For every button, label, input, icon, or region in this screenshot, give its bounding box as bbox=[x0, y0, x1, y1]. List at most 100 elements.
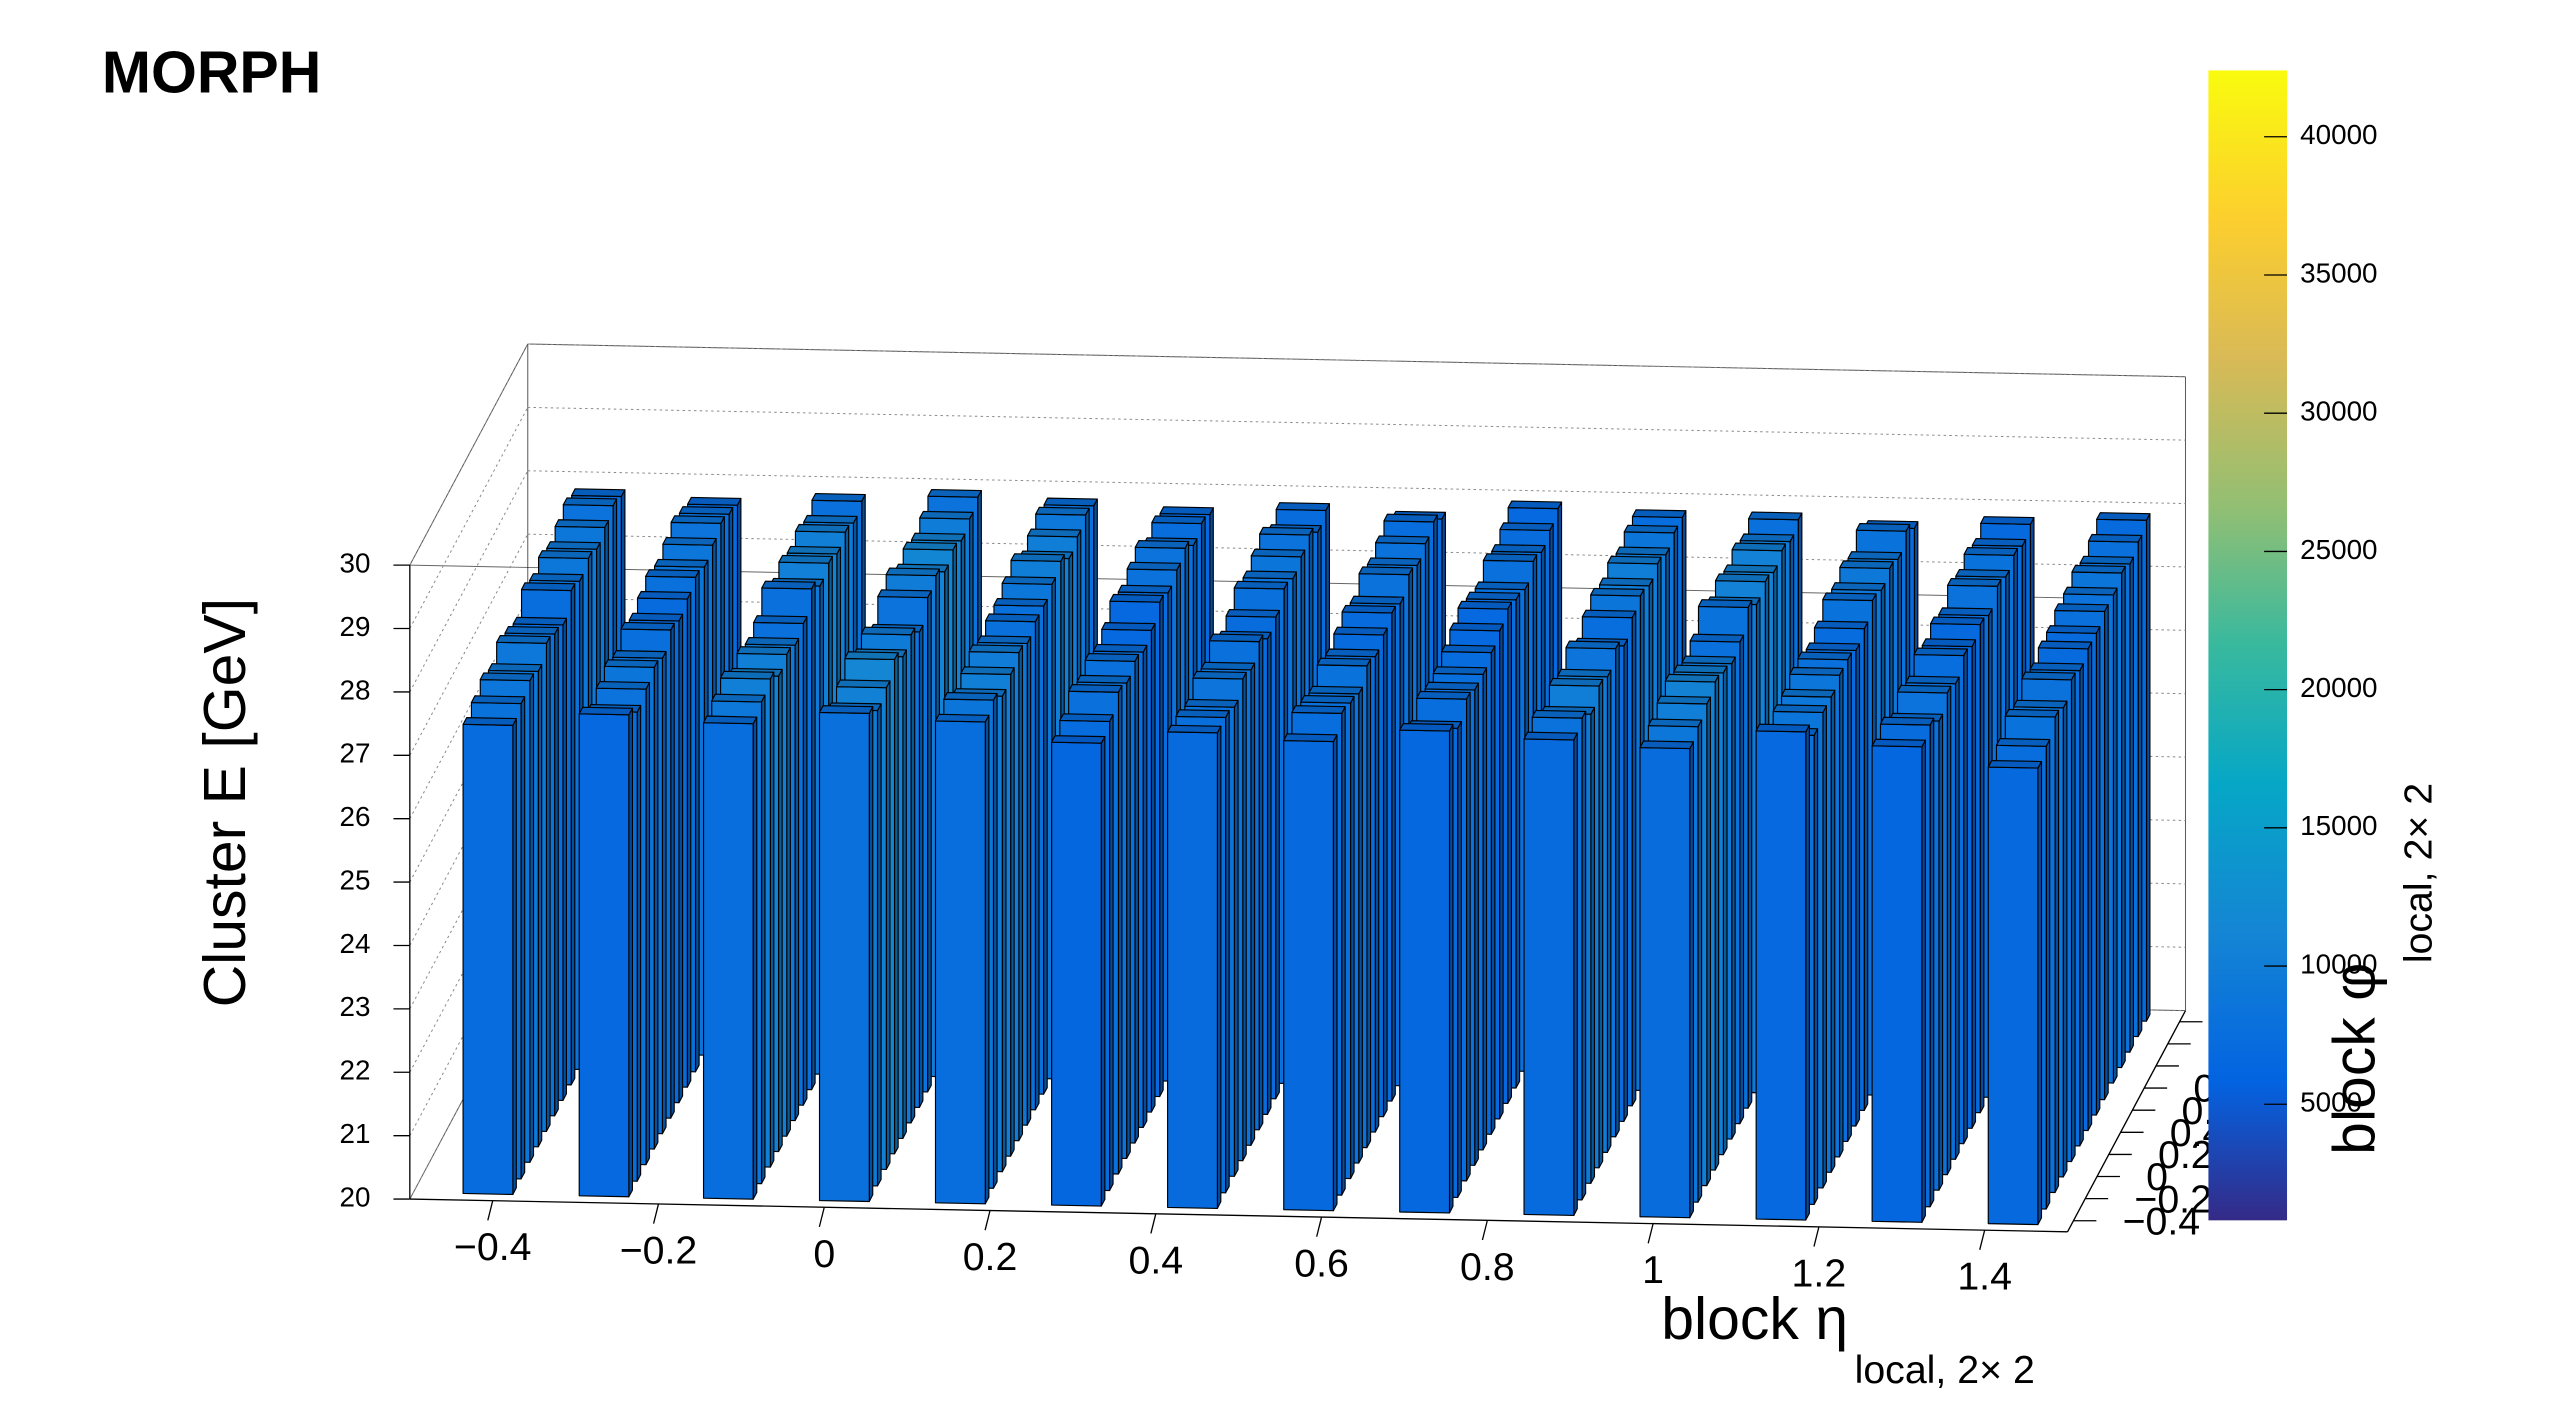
bar-top bbox=[1689, 633, 1745, 643]
bar-top bbox=[653, 558, 709, 568]
grid-line bbox=[409, 343, 529, 566]
bar-front bbox=[1987, 766, 2039, 1226]
bar-top bbox=[670, 515, 725, 524]
bar-top bbox=[993, 597, 1048, 607]
bar-top bbox=[2087, 533, 2143, 543]
bar-top bbox=[943, 691, 998, 701]
bar-top bbox=[562, 497, 618, 507]
bar bbox=[934, 713, 990, 1205]
x-tick bbox=[652, 1203, 660, 1224]
bar-top bbox=[678, 506, 734, 515]
bar-top bbox=[487, 663, 543, 673]
bar-top bbox=[1449, 622, 1504, 632]
x-tick-label: 0 bbox=[813, 1232, 835, 1276]
bar-top bbox=[1673, 664, 1728, 674]
bar bbox=[1283, 733, 1338, 1212]
bar-top bbox=[2096, 512, 2151, 521]
bar-top bbox=[835, 679, 891, 689]
grid-line bbox=[527, 533, 2186, 568]
bar-top bbox=[818, 705, 874, 714]
z-tick-label: 20 bbox=[340, 1181, 371, 1212]
x-axis bbox=[409, 1198, 2068, 1233]
bar-top bbox=[1242, 570, 1297, 580]
bar-top bbox=[1175, 709, 1230, 719]
bar-top bbox=[985, 613, 1040, 623]
x-axis-title: block η bbox=[1661, 1287, 1848, 1352]
bar-top bbox=[1349, 595, 1405, 605]
bar-top bbox=[1375, 535, 1430, 545]
bar-top bbox=[1432, 666, 1488, 675]
z-tick-label: 23 bbox=[340, 991, 371, 1022]
bar-top bbox=[1001, 576, 1056, 585]
bar-top bbox=[1465, 591, 1521, 601]
x-tick-label: 0.8 bbox=[1460, 1245, 1515, 1289]
bar-top bbox=[1789, 666, 1844, 676]
bar-top bbox=[1681, 655, 1736, 665]
colorbar-tick-label: 15000 bbox=[2300, 810, 2377, 841]
bar-top bbox=[1855, 522, 1911, 532]
bar-top bbox=[1731, 542, 1786, 552]
bar-top bbox=[512, 616, 568, 626]
bar-top bbox=[1134, 539, 1190, 549]
bar-top bbox=[1822, 592, 1877, 602]
bar-top bbox=[2079, 555, 2134, 565]
bar-top bbox=[811, 492, 866, 502]
bar-top bbox=[1523, 731, 1578, 741]
bar-front bbox=[818, 711, 870, 1203]
bar-top bbox=[2029, 662, 2084, 672]
bar-top bbox=[1474, 581, 1530, 591]
bar-top bbox=[595, 681, 651, 690]
z-tick-label: 30 bbox=[340, 547, 371, 578]
bar-top bbox=[1383, 513, 1438, 523]
bar-front bbox=[934, 720, 986, 1205]
bar-top bbox=[1101, 622, 1156, 631]
bar-top bbox=[927, 489, 982, 498]
z-tick-label: 24 bbox=[340, 928, 371, 959]
bar-top bbox=[1159, 506, 1214, 516]
z-tick-label: 29 bbox=[340, 611, 371, 642]
bar bbox=[1523, 731, 1578, 1217]
bar-top bbox=[1416, 690, 1471, 700]
bar-top bbox=[1457, 600, 1512, 610]
bar-top bbox=[1971, 538, 2027, 547]
bar-top bbox=[2012, 699, 2068, 709]
bar-top bbox=[2071, 564, 2126, 574]
bar-top bbox=[1871, 738, 1926, 748]
bar-top bbox=[546, 541, 601, 550]
bar-front bbox=[1399, 729, 1451, 1214]
bar-top bbox=[571, 488, 626, 498]
bar-top bbox=[1068, 683, 1123, 693]
bar-top bbox=[1947, 577, 2002, 587]
x-tick bbox=[818, 1207, 825, 1228]
bar-top bbox=[1043, 497, 1098, 507]
grid-line bbox=[409, 533, 529, 756]
bar-front bbox=[1871, 745, 1923, 1223]
x-tick bbox=[1481, 1220, 1488, 1241]
x-tick-label: 1 bbox=[1642, 1248, 1664, 1292]
bar bbox=[702, 715, 758, 1200]
bar-top bbox=[1797, 651, 1852, 661]
bar-top bbox=[1879, 716, 1935, 726]
bar-top bbox=[1051, 735, 1106, 744]
x-tick-label: 1.2 bbox=[1792, 1251, 1847, 1295]
bar-top bbox=[1938, 607, 1993, 617]
bar-top bbox=[470, 695, 526, 705]
x-tick bbox=[1316, 1216, 1323, 1237]
bar-top bbox=[1930, 616, 1985, 626]
bar-top bbox=[1316, 657, 1372, 667]
bar bbox=[1399, 722, 1454, 1214]
bar-top bbox=[578, 706, 634, 716]
z-tick-label: 21 bbox=[340, 1118, 371, 1149]
bar-top bbox=[877, 589, 932, 599]
bar-top bbox=[1995, 738, 2051, 747]
bar-top bbox=[1358, 566, 1414, 576]
colorbar-tick-label: 30000 bbox=[2300, 396, 2377, 427]
bar-top bbox=[1059, 713, 1114, 722]
bar bbox=[578, 706, 634, 1198]
bar-front bbox=[1167, 731, 1218, 1209]
bar-top bbox=[1491, 544, 1546, 553]
grid-line bbox=[527, 470, 2186, 505]
bar-front bbox=[1523, 738, 1575, 1217]
colorbar-tick-label: 35000 bbox=[2300, 257, 2377, 288]
